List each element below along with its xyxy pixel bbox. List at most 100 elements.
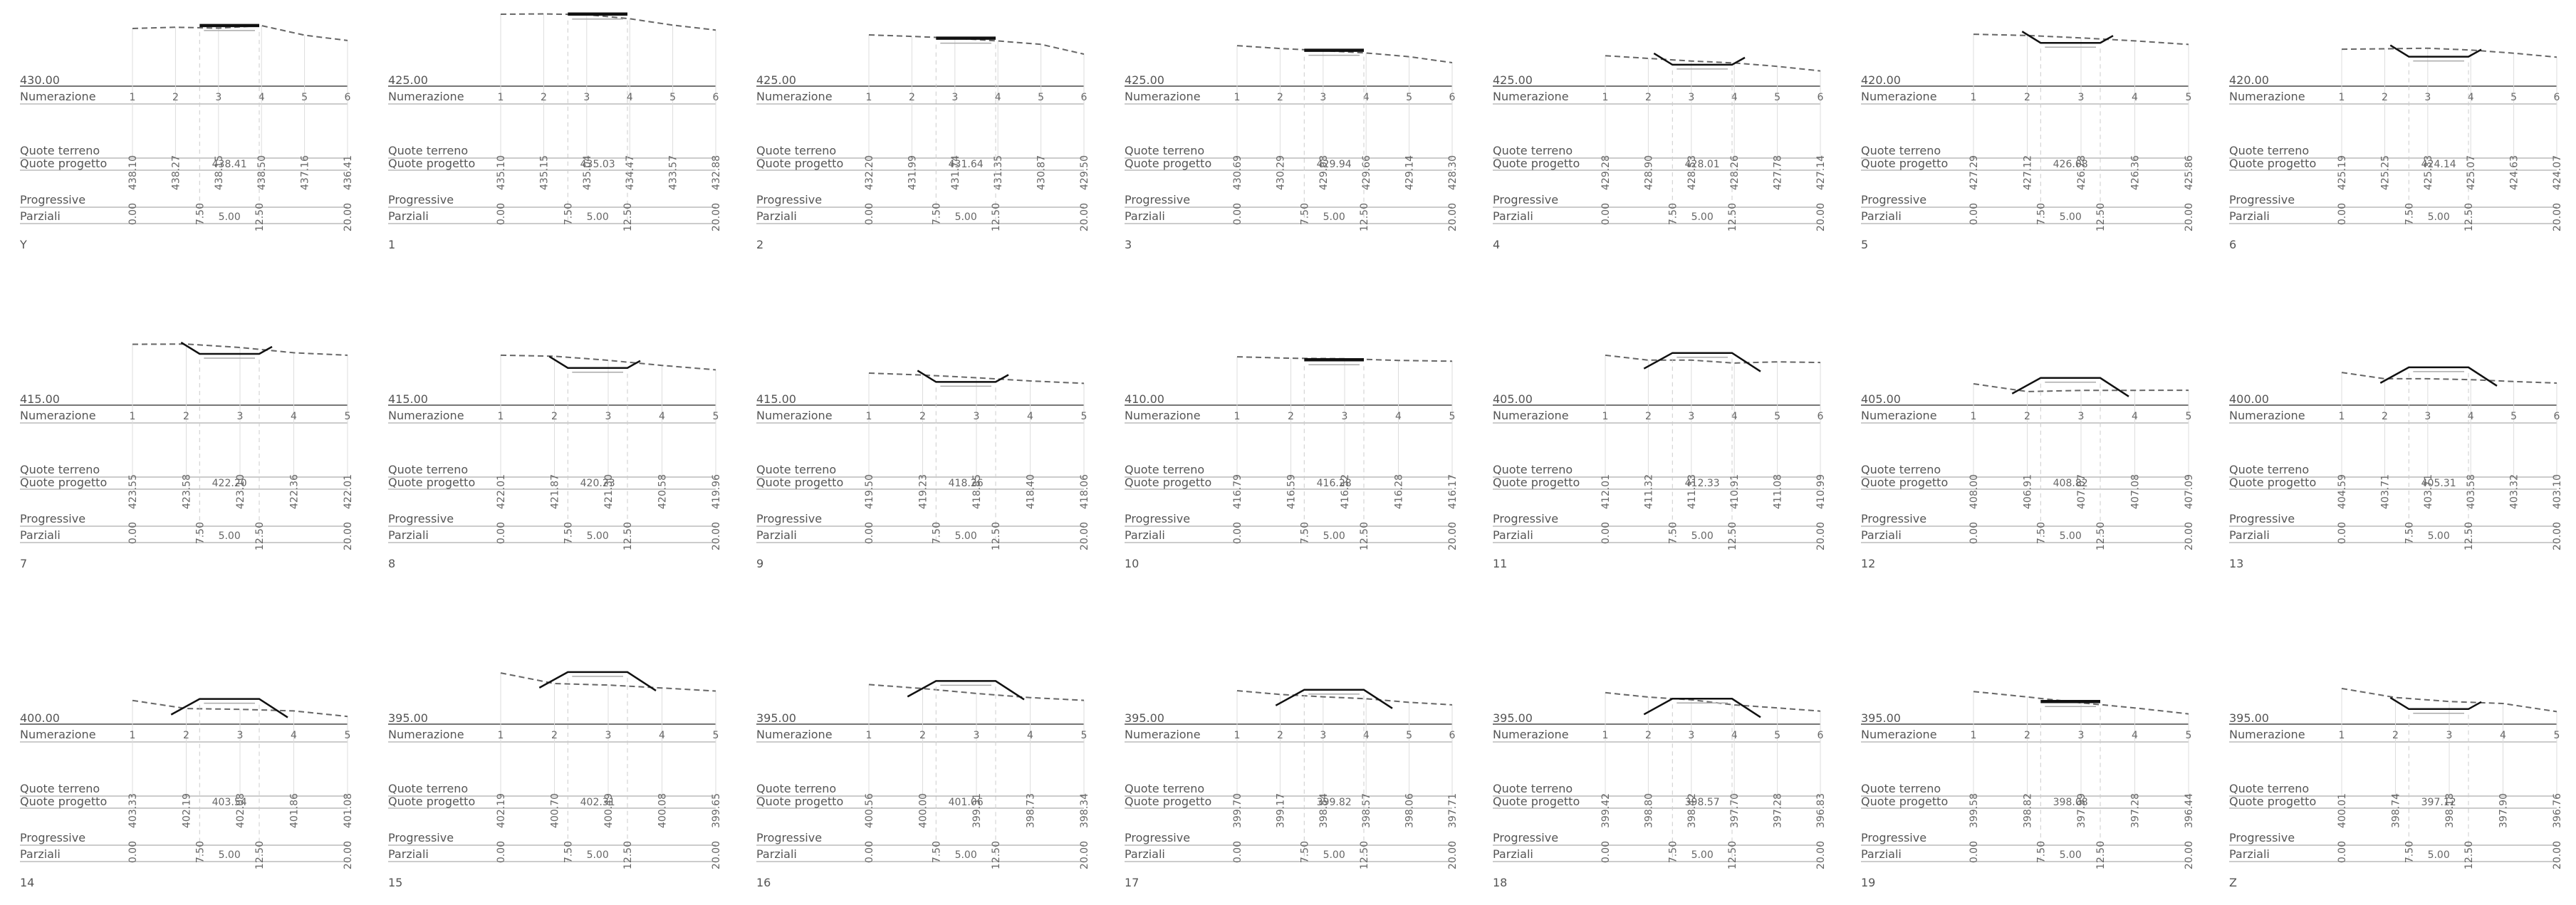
partial-distance: 5.00 bbox=[955, 530, 977, 542]
terrain-profile bbox=[500, 354, 716, 371]
terrain-elevation: 400.01 bbox=[2337, 793, 2348, 828]
row-label-numerazione: Numerazione bbox=[756, 728, 833, 741]
row-label-numerazione: Numerazione bbox=[1493, 409, 1569, 422]
terrain-elevation: 399.58 bbox=[1968, 793, 1980, 828]
section-name: 15 bbox=[388, 876, 402, 889]
terrain-elevation: 404.59 bbox=[2337, 474, 2348, 509]
station-number: 4 bbox=[659, 730, 665, 741]
road-template bbox=[199, 23, 259, 28]
progressive-value: 7.50 bbox=[194, 203, 206, 225]
terrain-elevation: 435.10 bbox=[496, 155, 507, 190]
terrain-elevation: 433.57 bbox=[668, 155, 679, 190]
progressive-value: 0.00 bbox=[496, 203, 507, 225]
progressive-value: 12.50 bbox=[1727, 203, 1738, 231]
terrain-elevation: 403.33 bbox=[127, 793, 139, 828]
terrain-profile bbox=[500, 672, 716, 692]
station-number: 4 bbox=[291, 730, 297, 741]
station-number: 2 bbox=[1645, 92, 1652, 103]
section-name: 3 bbox=[1125, 238, 1132, 251]
row-label-quote-terreno: Quote terreno bbox=[1861, 144, 1941, 157]
road-template bbox=[2389, 696, 2482, 711]
row-label-parziali: Parziali bbox=[756, 209, 797, 223]
progressive-value: 7.50 bbox=[2035, 522, 2047, 544]
row-label-quote-progetto: Quote progetto bbox=[20, 157, 107, 170]
progressive-value: 12.50 bbox=[254, 203, 266, 231]
terrain-profile bbox=[868, 684, 1085, 701]
terrain-elevation: 411.08 bbox=[1773, 474, 1784, 509]
terrain-elevation: 397.28 bbox=[2130, 793, 2142, 828]
station-number: 4 bbox=[1363, 92, 1370, 103]
station-number: 5 bbox=[2510, 411, 2517, 422]
row-label-quote-terreno: Quote terreno bbox=[1125, 144, 1204, 157]
terrain-profile bbox=[1605, 691, 1821, 712]
terrain-profile bbox=[868, 34, 1085, 55]
terrain-profile bbox=[1973, 33, 2189, 46]
progressive-value: 20.00 bbox=[711, 841, 722, 869]
station-number: 2 bbox=[2024, 730, 2030, 741]
datum-label: 395.00 bbox=[388, 711, 428, 725]
terrain-elevation: 400.49 bbox=[603, 793, 615, 828]
terrain-elevation: 431.74 bbox=[950, 155, 961, 190]
progressive-value: 0.00 bbox=[1968, 203, 1980, 225]
progressive-value: 7.50 bbox=[563, 522, 574, 544]
partial-distance: 5.00 bbox=[587, 530, 609, 542]
terrain-elevation: 425.25 bbox=[2379, 155, 2391, 190]
terrain-elevation: 435.15 bbox=[538, 155, 550, 190]
row-label-quote-terreno: Quote terreno bbox=[388, 782, 468, 795]
row-label-quote-terreno: Quote terreno bbox=[756, 463, 836, 476]
row-label-parziali: Parziali bbox=[2229, 528, 2270, 542]
row-label-progressive: Progressive bbox=[2229, 831, 2295, 844]
row-label-progressive: Progressive bbox=[756, 512, 822, 525]
station-number: 1 bbox=[1602, 92, 1609, 103]
station-number: 3 bbox=[2446, 730, 2453, 741]
progressive-value: 20.00 bbox=[2552, 522, 2563, 550]
row-label-numerazione: Numerazione bbox=[388, 728, 464, 741]
progressive-value: 12.50 bbox=[622, 841, 634, 869]
terrain-profile bbox=[1973, 383, 2189, 392]
terrain-elevation: 423.10 bbox=[235, 474, 246, 509]
road-template bbox=[170, 698, 288, 718]
progressive-value: 0.00 bbox=[1968, 522, 1980, 544]
progressive-value: 0.00 bbox=[127, 522, 139, 544]
datum-label: 415.00 bbox=[756, 392, 796, 406]
row-label-quote-terreno: Quote terreno bbox=[388, 144, 468, 157]
progressive-value: 20.00 bbox=[2184, 203, 2195, 231]
row-label-parziali: Parziali bbox=[1861, 528, 1902, 542]
station-number: 5 bbox=[1449, 411, 1456, 422]
row-label-quote-terreno: Quote terreno bbox=[20, 144, 100, 157]
terrain-elevation: 401.86 bbox=[289, 793, 301, 828]
station-number: 3 bbox=[1688, 92, 1694, 103]
row-label-quote-progetto: Quote progetto bbox=[20, 476, 107, 489]
partial-distance: 5.00 bbox=[2428, 211, 2450, 223]
terrain-elevation: 421.87 bbox=[550, 474, 561, 509]
station-number: 4 bbox=[2468, 411, 2474, 422]
station-number: 6 bbox=[2554, 92, 2560, 103]
terrain-elevation: 398.06 bbox=[1404, 793, 1416, 828]
progressive-value: 7.50 bbox=[931, 841, 942, 863]
row-label-parziali: Parziali bbox=[1493, 847, 1533, 861]
terrain-elevation: 438.15 bbox=[214, 155, 225, 190]
project-elevation: 398.08 bbox=[2053, 797, 2088, 808]
terrain-elevation: 425.07 bbox=[2466, 155, 2477, 190]
row-label-quote-terreno: Quote terreno bbox=[1861, 463, 1941, 476]
station-number: 4 bbox=[1731, 730, 1738, 741]
project-elevation: 405.31 bbox=[2421, 478, 2456, 489]
terrain-elevation: 427.78 bbox=[1773, 155, 1784, 190]
progressive-value: 12.50 bbox=[991, 522, 1002, 550]
terrain-elevation: 432.20 bbox=[864, 155, 875, 190]
terrain-elevation: 416.59 bbox=[1286, 474, 1298, 509]
progressive-value: 20.00 bbox=[2184, 841, 2195, 869]
terrain-profile bbox=[1605, 55, 1821, 72]
row-label-progressive: Progressive bbox=[1861, 831, 1926, 844]
terrain-elevation: 399.70 bbox=[1232, 793, 1243, 828]
section-name: 1 bbox=[388, 238, 395, 251]
terrain-elevation: 407.07 bbox=[2076, 474, 2087, 509]
terrain-elevation: 400.56 bbox=[864, 793, 875, 828]
station-number: 3 bbox=[605, 411, 612, 422]
section-name: 11 bbox=[1493, 557, 1507, 570]
